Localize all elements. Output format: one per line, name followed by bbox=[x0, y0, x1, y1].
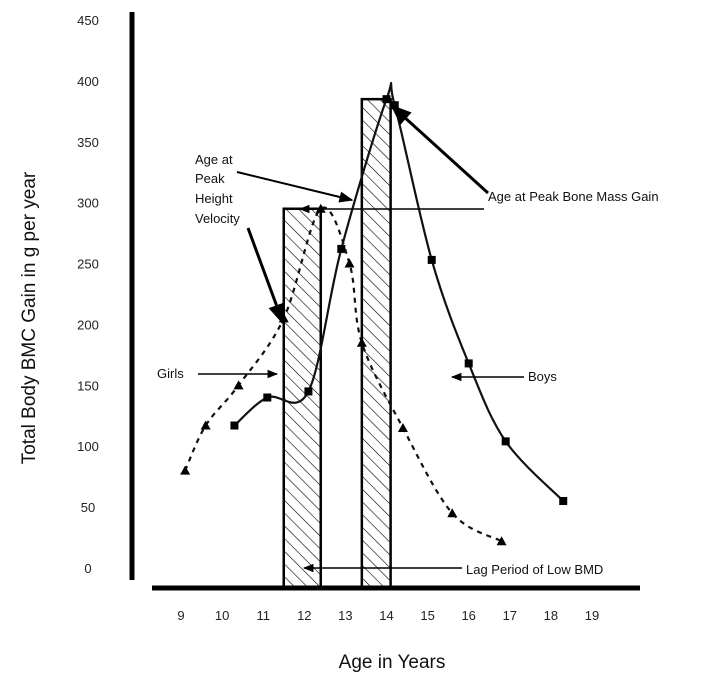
data-point-girls bbox=[344, 258, 355, 268]
x-tick-label: 19 bbox=[585, 608, 599, 623]
arrow-peak-bone-mass-boys bbox=[390, 104, 490, 195]
x-tick-label: 15 bbox=[420, 608, 434, 623]
y-tick-label: 450 bbox=[77, 13, 99, 28]
data-point-boys bbox=[304, 387, 313, 396]
data-point-girls bbox=[180, 465, 191, 475]
x-tick-label: 10 bbox=[215, 608, 229, 623]
y-tick-labels: 0 50 100 150 200 250 300 350 400 450 bbox=[77, 13, 99, 576]
y-tick-label: 200 bbox=[77, 317, 99, 332]
x-tick-label: 18 bbox=[544, 608, 558, 623]
series-line-girls bbox=[184, 206, 503, 543]
series-line-boys bbox=[233, 82, 565, 502]
y-tick-label: 0 bbox=[84, 561, 91, 576]
annotation-boys: Boys bbox=[528, 369, 557, 384]
data-point-boys bbox=[464, 359, 473, 368]
x-tick-label: 17 bbox=[503, 608, 517, 623]
annotation-girls: Girls bbox=[157, 366, 184, 381]
series-lines bbox=[184, 82, 565, 543]
x-tick-label: 16 bbox=[461, 608, 475, 623]
data-point-boys bbox=[230, 421, 239, 430]
data-point-girls bbox=[496, 536, 507, 546]
data-point-girls bbox=[233, 380, 244, 390]
x-tick-label: 13 bbox=[338, 608, 352, 623]
annotation-peak-height-line-2: Peak bbox=[195, 171, 225, 186]
x-axis-label: Age in Years bbox=[339, 652, 446, 673]
y-tick-label: 50 bbox=[81, 500, 95, 515]
annotation-peak-height-line-1: Age at bbox=[195, 152, 233, 167]
x-tick-label: 12 bbox=[297, 608, 311, 623]
x-tick-label: 11 bbox=[256, 608, 270, 623]
annotation-peak-height-line-4: Velocity bbox=[195, 211, 240, 226]
data-point-boys bbox=[382, 95, 391, 104]
arrow-peak-height-girls bbox=[236, 171, 354, 203]
lag-regions bbox=[282, 97, 392, 590]
y-tick-label: 250 bbox=[77, 257, 99, 272]
x-tick-label: 14 bbox=[379, 608, 393, 623]
annotation-lag-period: Lag Period of Low BMD bbox=[466, 562, 603, 577]
data-point-girls bbox=[200, 420, 211, 430]
data-point-boys bbox=[337, 244, 346, 253]
y-tick-label: 100 bbox=[77, 439, 99, 454]
data-point-boys bbox=[559, 497, 568, 506]
data-point-girls bbox=[447, 508, 458, 518]
lag-region-2 bbox=[360, 97, 392, 590]
y-tick-label: 350 bbox=[77, 135, 99, 150]
x-tick-label: 9 bbox=[177, 608, 184, 623]
y-tick-label: 300 bbox=[77, 196, 99, 211]
annotation-peak-height-line-3: Height bbox=[195, 191, 233, 206]
x-tick-labels: 9 10 11 12 13 14 15 16 17 18 19 bbox=[177, 608, 599, 623]
data-point-boys bbox=[427, 255, 436, 264]
y-tick-label: 150 bbox=[77, 378, 99, 393]
data-point-girls bbox=[356, 337, 367, 347]
data-point-girls bbox=[397, 422, 408, 432]
data-point-boys bbox=[501, 437, 510, 446]
arrow-peak-height-girls-curve bbox=[246, 227, 285, 325]
y-axis-label: Total Body BMC Gain in g per year bbox=[19, 171, 40, 464]
y-tick-label: 400 bbox=[77, 74, 99, 89]
annotations: Age at Peak Height Velocity Age at Peak … bbox=[157, 104, 659, 577]
data-point-boys bbox=[263, 393, 272, 402]
annotation-peak-bone-mass: Age at Peak Bone Mass Gain bbox=[488, 189, 659, 204]
